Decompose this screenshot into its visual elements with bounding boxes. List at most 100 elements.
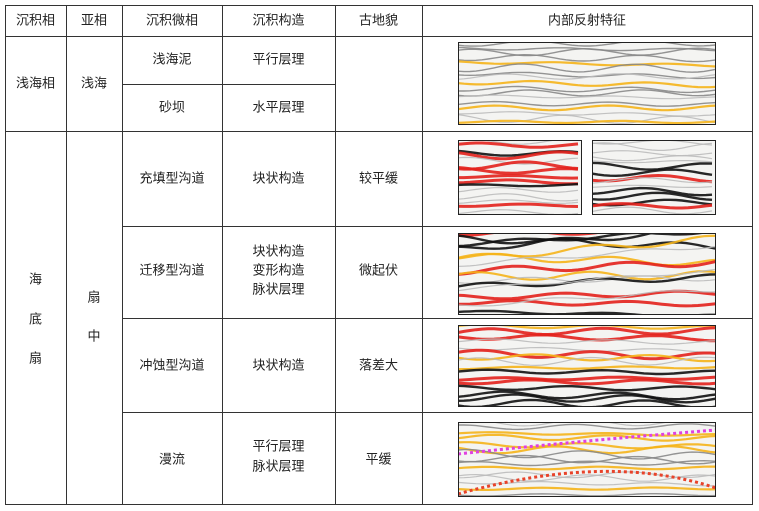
- seismic-stripe: [458, 234, 716, 259]
- seismic-stripe: [458, 459, 716, 467]
- seismic-stripe: [458, 104, 716, 112]
- seismic-stripe: [458, 79, 716, 89]
- seismic-stripe: [592, 184, 713, 188]
- header-cell: 内部反射特征: [548, 13, 626, 29]
- seismic-stripe: [458, 356, 716, 367]
- microfacies: 迁移型沟道: [139, 264, 204, 279]
- seismic-stripe: [489, 422, 671, 427]
- seismic-frame: [458, 325, 716, 407]
- seismic-stripe: [458, 94, 716, 100]
- seismic-stripe: [458, 53, 716, 63]
- seismic-panel: [592, 140, 713, 215]
- facies: 海: [29, 273, 42, 288]
- seismic-stripe: [458, 100, 716, 107]
- structure: 水平层理: [252, 101, 304, 116]
- seismic-stripe: [458, 73, 716, 80]
- seismic-stripe: [458, 89, 716, 97]
- seismic-stripe: [458, 433, 716, 442]
- seismic-stripe: [592, 142, 713, 151]
- seismic-stripe: [458, 114, 716, 125]
- seismic-stripe: [458, 141, 579, 149]
- seismic-stripe: [592, 191, 713, 201]
- seismic-stripe: [592, 177, 713, 184]
- seismic-panel: [458, 422, 716, 497]
- seismic-stripe: [458, 375, 716, 382]
- seismic-stripe: [458, 368, 716, 376]
- seismic-stripe: [592, 186, 713, 197]
- structure: 平行层理: [252, 53, 304, 68]
- subfacies: 中: [87, 330, 100, 345]
- seismic-frame: [458, 140, 582, 215]
- structure: 脉状层理: [252, 460, 304, 475]
- horizon-line: [458, 469, 716, 496]
- seismic-stripe: [458, 486, 716, 491]
- paleo: 平缓: [365, 453, 391, 468]
- seismic-stripe: [458, 365, 716, 371]
- seismic-stripe: [592, 168, 713, 178]
- seismic-stripe: [458, 178, 579, 186]
- structure: 块状构造: [252, 245, 304, 260]
- seismic-stripe: [458, 309, 716, 315]
- seismic-frame: [458, 422, 716, 497]
- seismic-stripe: [458, 233, 658, 250]
- seismic-stripe: [458, 290, 716, 307]
- seismic-stripe: [458, 299, 716, 308]
- microfacies: 冲蚀型沟道: [139, 359, 204, 374]
- structure: 块状构造: [252, 172, 304, 187]
- seismic-stripe: [458, 63, 716, 73]
- seismic-stripe: [458, 445, 716, 455]
- seismic-stripe: [458, 260, 716, 276]
- seismic-stripe: [592, 202, 713, 210]
- seismic-stripe: [458, 150, 579, 161]
- header-cell: 亚相: [81, 14, 107, 29]
- seismic-stripe: [458, 448, 716, 460]
- seismic-stripe: [592, 150, 713, 157]
- seismic-stripe: [458, 423, 716, 431]
- seismic-stripe: [592, 206, 713, 215]
- seismic-frame: [458, 233, 716, 315]
- seismic-stripe: [458, 173, 579, 180]
- paleo: 微起伏: [359, 264, 398, 279]
- seismic-stripe: [458, 166, 579, 175]
- seismic-stripe: [458, 245, 716, 267]
- microfacies: 漫流: [159, 453, 185, 468]
- seismic-stripe: [458, 47, 716, 57]
- seismic-stripe: [458, 431, 716, 437]
- seismic-stripe: [458, 454, 716, 465]
- microfacies: 砂坝: [159, 101, 185, 116]
- subfacies: 浅海: [81, 77, 107, 92]
- microfacies: 充填型沟道: [139, 171, 204, 187]
- table-border: [5, 5, 753, 505]
- seismic-frame: [592, 140, 716, 215]
- seismic-stripe: [458, 268, 716, 292]
- structure: 脉状层理: [252, 283, 304, 298]
- subfacies: 扇: [87, 290, 100, 306]
- seismic-stripe: [458, 270, 716, 281]
- seismic-stripe: [458, 156, 579, 165]
- microfacies: 浅海泥: [152, 53, 191, 68]
- seismic-stripe: [480, 140, 559, 145]
- table-grid: [5, 5, 753, 505]
- facies: 浅海相: [16, 77, 55, 92]
- seismic-frame: [458, 42, 716, 125]
- seismic-stripe: [592, 155, 713, 162]
- header-cell: 古地貌: [359, 14, 398, 29]
- seismic-stripe: [458, 202, 579, 208]
- seismic-stripe: [458, 353, 716, 363]
- facies: 底: [29, 312, 42, 328]
- seismic-stripe: [458, 85, 716, 94]
- seismic-stripe: [458, 326, 716, 337]
- paleo: 落差大: [359, 359, 398, 374]
- seismic-stripe: [458, 393, 716, 404]
- seismic-stripe: [458, 398, 716, 407]
- seismic-stripe: [458, 182, 579, 188]
- cell-texts: 沉积相 亚相 沉积微相 沉积构造 古地貌 内部反射特征 浅海相 浅海 浅海泥 平…: [16, 13, 626, 475]
- structure: 块状构造: [252, 359, 304, 374]
- seismic-panel: [458, 233, 716, 315]
- seismic-stripe: [592, 161, 713, 171]
- header-cell: 沉积微相: [146, 14, 198, 29]
- seismic-stripe: [458, 465, 716, 471]
- seismic-stripe: [458, 384, 716, 392]
- seismic-stripe: [458, 193, 579, 202]
- seismic-stripe: [458, 493, 716, 497]
